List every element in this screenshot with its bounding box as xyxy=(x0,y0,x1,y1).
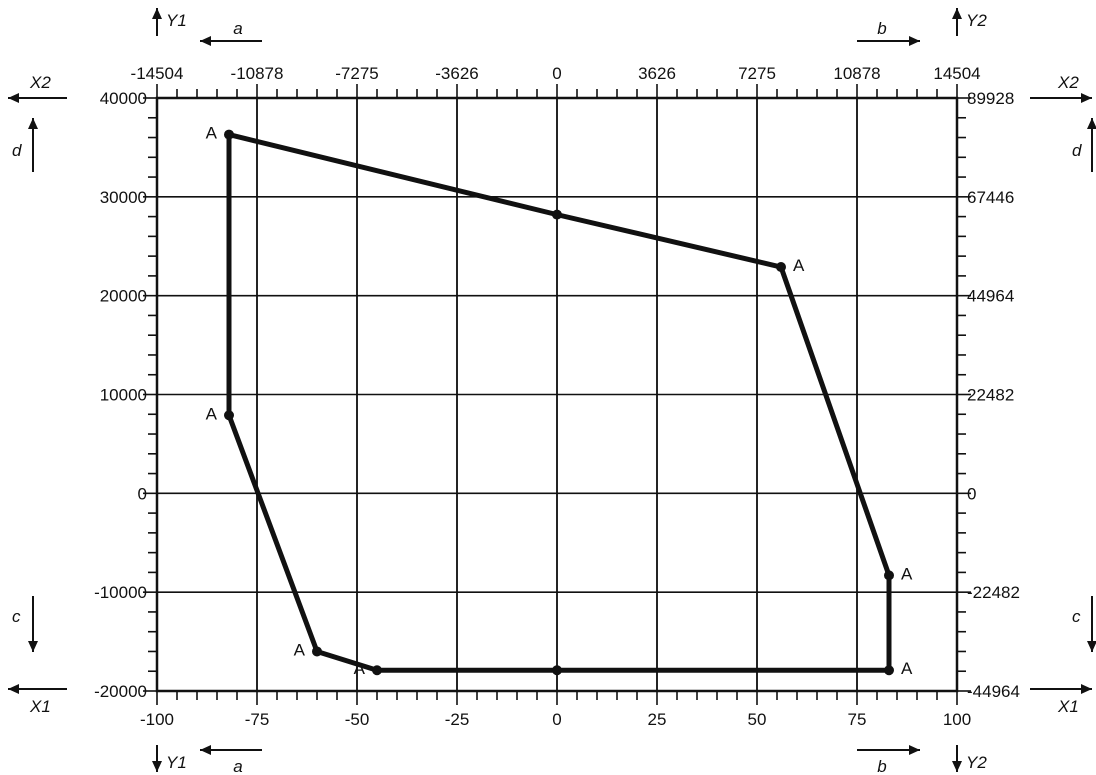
point-label: A xyxy=(901,659,913,678)
a-top-arrow-icon-head xyxy=(200,36,211,46)
y2-tick-label: 89928 xyxy=(967,89,1014,108)
x2-left-label: X2 xyxy=(29,73,51,92)
x2-tick-label: -7275 xyxy=(335,64,378,83)
x1-tick-label: 75 xyxy=(848,710,867,729)
data-point xyxy=(372,665,382,676)
y1-tick-label: -10000 xyxy=(94,583,147,602)
x1-tick-label: -50 xyxy=(345,710,370,729)
b-bottom-label: b xyxy=(877,757,886,775)
x1-tick-label: 50 xyxy=(748,710,767,729)
y1-top-label: Y1 xyxy=(166,11,187,30)
x1-right-label: X1 xyxy=(1057,697,1079,716)
point-label: A xyxy=(901,564,913,583)
y1-tick-label: 40000 xyxy=(100,89,147,108)
a-bottom-arrow-icon-head xyxy=(200,745,211,755)
minor-ticks xyxy=(143,84,971,705)
c-left-label: c xyxy=(12,607,21,626)
x1-tick-label: 100 xyxy=(943,710,971,729)
x2-tick-label: 7275 xyxy=(738,64,776,83)
d-right-arrow-icon-head xyxy=(1087,118,1096,129)
b-top-arrow-icon-head xyxy=(909,36,920,46)
y2-top-label: Y2 xyxy=(966,11,987,30)
x2-tick-label: 0 xyxy=(552,64,561,83)
point-label: A xyxy=(206,124,218,143)
y1-bottom-label: Y1 xyxy=(166,753,187,772)
tick-labels: -100 -75 -50 -25 0 25 50 75 100 -14504 -10878 -7275… xyxy=(94,64,1020,729)
x1-tick-label: -100 xyxy=(140,710,174,729)
axis-markers: Y1 Y1 Y2 Y2 a a b b X2 X2 X1 X1 d d c c xyxy=(8,8,1096,775)
data-point xyxy=(884,665,894,676)
b-top-label: b xyxy=(877,19,886,38)
data-point xyxy=(552,665,562,676)
x1-right-arrow-icon-head xyxy=(1081,684,1092,694)
d-left-arrow-icon-head xyxy=(28,118,38,129)
y2-tick-label: 22482 xyxy=(967,386,1014,405)
y2-bottom-label: Y2 xyxy=(966,753,987,772)
data-point xyxy=(224,129,234,140)
x2-tick-label: -14504 xyxy=(131,64,184,83)
x2-tick-label: -10878 xyxy=(231,64,284,83)
y2-tick-label: 67446 xyxy=(967,188,1014,207)
a-top-label: a xyxy=(233,19,242,38)
a-bottom-label: a xyxy=(233,757,242,775)
y1-top-arrow-icon-head xyxy=(152,8,162,19)
data-point xyxy=(312,646,322,657)
y2-tick-label: 0 xyxy=(967,484,976,503)
x2-tick-label: 14504 xyxy=(933,64,980,83)
y2-tick-label: -44964 xyxy=(967,682,1020,701)
y2-top-arrow-icon-head xyxy=(952,8,962,19)
data-point xyxy=(884,570,894,581)
x1-tick-label: -75 xyxy=(245,710,270,729)
c-right-arrow-icon-head xyxy=(1087,641,1096,652)
y1-tick-label: 30000 xyxy=(100,188,147,207)
data-point xyxy=(776,262,786,273)
gridlines xyxy=(157,98,957,691)
point-label: A xyxy=(793,256,805,275)
x2-tick-label: -3626 xyxy=(435,64,478,83)
y1-bottom-arrow-icon-head xyxy=(152,761,162,772)
y2-tick-label: -22482 xyxy=(967,583,1020,602)
c-right-label: c xyxy=(1072,607,1081,626)
x2-tick-label: 10878 xyxy=(833,64,880,83)
point-label: A xyxy=(294,640,306,659)
x1-left-arrow-icon-head xyxy=(8,684,19,694)
series-layer: A A A A A A A xyxy=(206,124,913,679)
x1-left-label: X1 xyxy=(29,697,51,716)
y1-tick-label: 0 xyxy=(138,484,147,503)
x2-tick-label: 3626 xyxy=(638,64,676,83)
y1-tick-label: 10000 xyxy=(100,386,147,405)
series-line xyxy=(226,132,892,673)
d-left-label: d xyxy=(12,141,22,160)
y2-tick-label: 44964 xyxy=(967,287,1014,306)
y1-tick-label: -20000 xyxy=(94,682,147,701)
x1-tick-label: 0 xyxy=(552,710,561,729)
x2-left-arrow-icon-head xyxy=(8,93,19,103)
x2-right-label: X2 xyxy=(1057,73,1079,92)
x2-right-arrow-icon-head xyxy=(1081,93,1092,103)
x1-tick-label: 25 xyxy=(648,710,667,729)
c-left-arrow-icon-head xyxy=(28,641,38,652)
y1-tick-label: 20000 xyxy=(100,287,147,306)
b-bottom-arrow-icon-head xyxy=(909,745,920,755)
point-label: A xyxy=(354,659,366,678)
point-label: A xyxy=(206,404,218,423)
data-point xyxy=(552,209,562,220)
y2-bottom-arrow-icon-head xyxy=(952,761,962,772)
x1-tick-label: -25 xyxy=(445,710,470,729)
data-point xyxy=(224,410,234,421)
d-right-label: d xyxy=(1072,141,1082,160)
